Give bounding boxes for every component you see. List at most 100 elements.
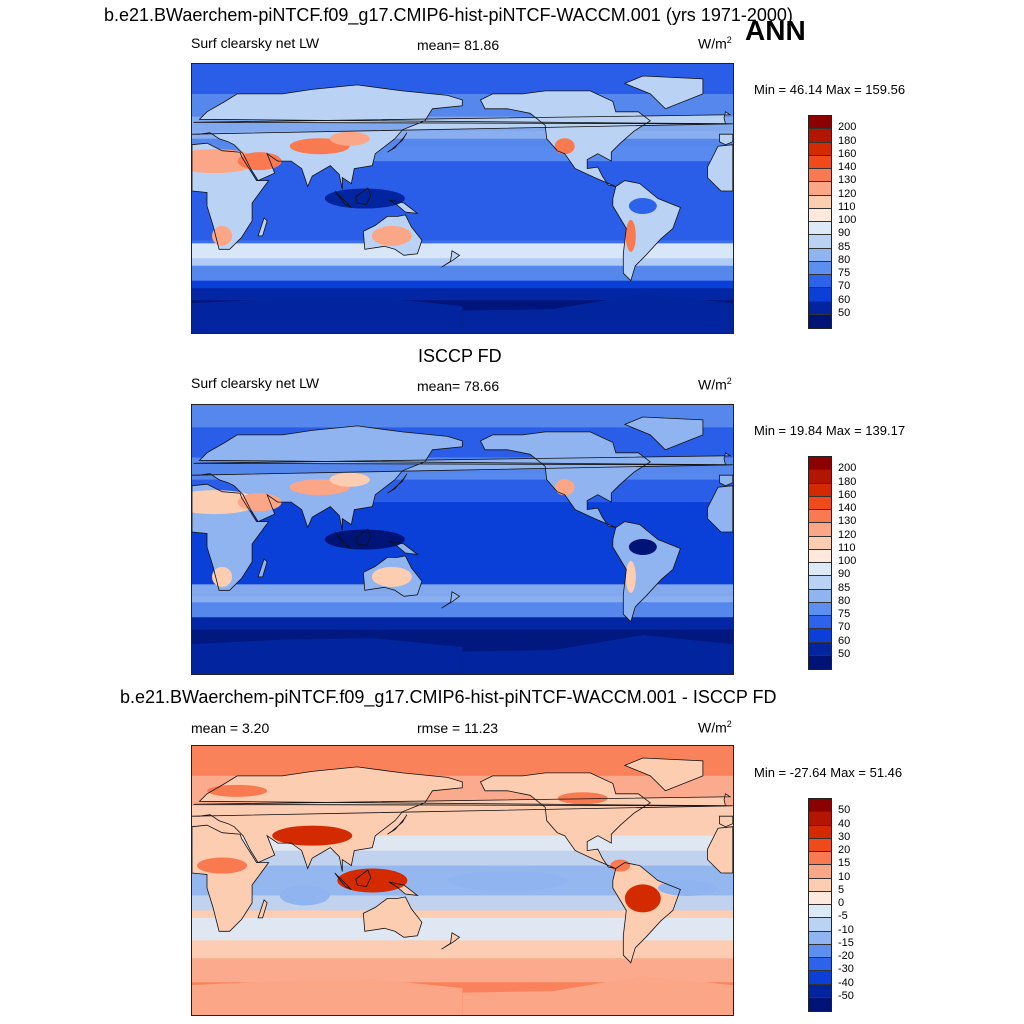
diff-indian-cool xyxy=(279,885,330,906)
australia-warm xyxy=(371,225,412,246)
coastline-africaW xyxy=(707,826,733,874)
land-fill-greenland xyxy=(624,76,703,109)
land-fill-antarcticaW xyxy=(462,294,733,333)
panel1-colorbar xyxy=(808,115,832,329)
coastline-borneo xyxy=(355,528,372,546)
coastline-japan xyxy=(387,814,408,835)
colorbar-swatch xyxy=(809,496,831,510)
panel2-title: ISCCP FD xyxy=(418,346,502,366)
coastline-newguinea xyxy=(388,540,419,555)
field-band xyxy=(192,917,733,941)
colorbar-swatch xyxy=(809,812,831,826)
colorbar-swatch xyxy=(809,314,831,328)
coastline-australia xyxy=(362,896,423,938)
colorbar-tick-label: 75 xyxy=(838,608,851,620)
sw-usa-hot xyxy=(554,479,575,496)
panel1-mean: mean= 81.86 xyxy=(417,37,500,53)
land-fill-madagascar xyxy=(258,558,268,577)
figure-title: b.e21.BWaerchem-piNTCF.f09_g17.CMIP6-his… xyxy=(104,5,793,25)
colorbar-tick-label: 100 xyxy=(838,214,857,226)
panel2-colorbar xyxy=(808,456,832,670)
coastline-africaE xyxy=(192,824,270,932)
coastline-namerica xyxy=(479,431,652,528)
field-band xyxy=(192,617,733,630)
coastline-sumatra xyxy=(334,872,352,890)
diff-pacific-cool xyxy=(447,870,568,891)
colorbar-tick-label: 160 xyxy=(838,488,857,501)
coastline-madagascar xyxy=(257,899,268,919)
diff-asia-hot xyxy=(272,825,353,846)
colorbar-swatch xyxy=(809,182,831,196)
warm-pool-dark xyxy=(324,529,405,550)
colorbar-tick-label: 110 xyxy=(838,541,856,554)
colorbar-tick-label: 200 xyxy=(838,121,857,134)
coastline-africaE xyxy=(192,142,270,250)
coastline-sumatra xyxy=(334,531,352,549)
colorbar-swatch xyxy=(809,891,831,905)
colorbar-swatch xyxy=(809,655,831,669)
colorbar-swatch xyxy=(809,971,831,985)
colorbar-tick-label: 120 xyxy=(838,187,857,200)
colorbar-tick-label: 90 xyxy=(838,227,851,240)
kalahari-warm xyxy=(212,566,233,587)
land-fill-antarcticaW xyxy=(462,635,733,674)
colorbar-tick-label: 60 xyxy=(838,634,851,647)
colorbar-tick-label: 75 xyxy=(838,267,851,279)
panel3-rmse: rmse = 11.23 xyxy=(417,720,499,736)
mongolia-warm xyxy=(329,472,370,487)
diff-russia-warm xyxy=(207,784,268,797)
colorbar-tick-label: -20 xyxy=(838,950,854,962)
land-fill-nz xyxy=(441,591,460,609)
coastline-madagascar xyxy=(257,217,268,237)
colorbar-tick-label: 10 xyxy=(838,870,851,883)
colorbar-swatch xyxy=(809,589,831,603)
colorbar-tick-label: 80 xyxy=(838,253,851,266)
colorbar-tick-label: 40 xyxy=(838,817,851,830)
coastline-namerica xyxy=(479,90,652,187)
coastline-africaE xyxy=(192,483,270,591)
colorbar-tick-label: 50 xyxy=(838,647,851,660)
land-fill-antarcticaE xyxy=(192,638,463,674)
coastline-samerica xyxy=(612,521,681,623)
colorbar-tick-label: -40 xyxy=(838,976,854,989)
colorbar-swatch xyxy=(809,301,831,315)
land-fill-africaW xyxy=(707,826,733,873)
colorbar-tick-label: 90 xyxy=(838,568,851,581)
land-fill-africaW xyxy=(707,144,733,191)
colorbar-swatch xyxy=(809,235,831,249)
land-fill-eurasia xyxy=(192,84,733,190)
coastline-uk xyxy=(193,111,732,125)
mongolia-warm xyxy=(329,131,370,146)
diff-maritime-hot xyxy=(337,868,408,893)
coastline-europeW xyxy=(719,474,733,487)
panel3-mean: mean = 3.20 xyxy=(191,720,270,736)
colorbar-swatch xyxy=(809,629,831,643)
colorbar-swatch xyxy=(809,116,831,130)
colorbar-swatch xyxy=(809,261,831,275)
colorbar-tick-label: 200 xyxy=(838,462,857,475)
coastline-borneo xyxy=(355,869,372,887)
colorbar-swatch xyxy=(809,248,831,262)
coastline-uk xyxy=(193,452,732,466)
colorbar-tick-label: 180 xyxy=(838,475,857,488)
panel3-units: W/m2 xyxy=(698,719,732,736)
colorbar-tick-label: 85 xyxy=(838,240,851,253)
colorbar-swatch xyxy=(809,944,831,958)
coastline-europeW xyxy=(719,133,733,146)
coastline-uk xyxy=(193,793,732,807)
colorbar-swatch xyxy=(809,931,831,945)
field-band xyxy=(192,958,733,983)
colorbar-swatch xyxy=(809,563,831,577)
coastline-nz xyxy=(441,932,461,950)
colorbar-tick-label: -5 xyxy=(838,910,848,923)
colorbar-swatch xyxy=(809,799,831,813)
land-fill-nz xyxy=(441,932,460,950)
colorbar-swatch xyxy=(809,825,831,839)
colorbar-swatch xyxy=(809,997,831,1011)
colorbar-swatch xyxy=(809,865,831,879)
colorbar-swatch xyxy=(809,536,831,550)
panel1-map xyxy=(191,63,734,334)
colorbar-swatch xyxy=(809,195,831,209)
coastline-europeW xyxy=(719,815,733,828)
colorbar-swatch xyxy=(809,470,831,484)
